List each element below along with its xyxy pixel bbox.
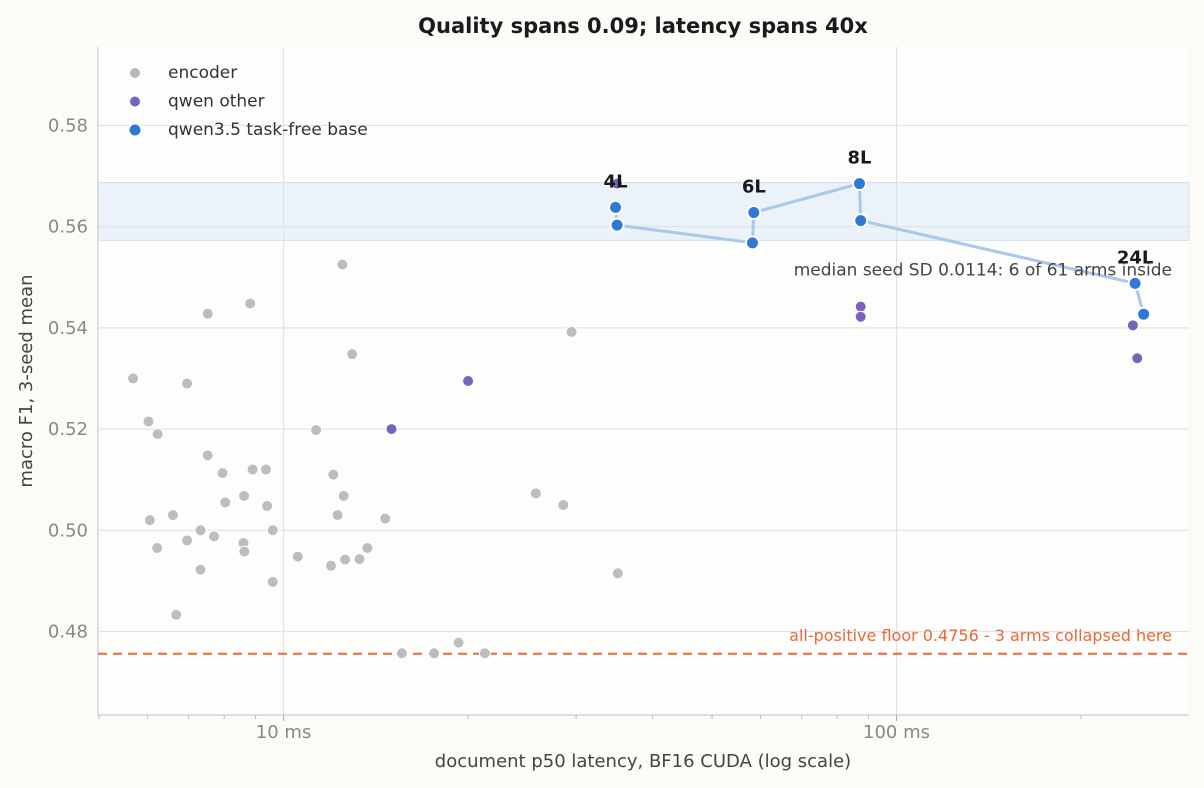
point-encoder	[325, 559, 338, 572]
point-encoder	[219, 496, 232, 509]
legend-marker	[129, 95, 141, 108]
point-encoder	[529, 487, 542, 500]
point-encoder	[266, 575, 279, 588]
y-tick-label: 0.50	[48, 520, 88, 541]
point-qwen-other	[385, 423, 398, 436]
grid	[98, 47, 1189, 715]
point-encoder	[194, 524, 207, 537]
layer-label: 8L	[847, 148, 871, 169]
point-encoder	[327, 468, 340, 481]
point-qwen-other	[1126, 319, 1139, 332]
y-tick-label: 0.56	[48, 217, 88, 238]
y-tick-label: 0.58	[48, 115, 88, 136]
annotations: median seed SD 0.0114: 6 of 61 arms insi…	[789, 260, 1172, 644]
axes: 0.48 0.50 0.52 0.54 0.56 0.58 10 ms 100 ms	[48, 47, 1189, 743]
point-encoder	[194, 563, 207, 576]
seed-band	[97, 182, 1190, 241]
point-encoder	[291, 550, 304, 563]
x-tick-label: 100 ms	[863, 722, 930, 743]
point-encoder	[170, 608, 183, 621]
point-qwen3-5-task-free-base	[609, 217, 625, 233]
layer-label: 4L	[604, 171, 628, 192]
point-encoder	[261, 499, 274, 512]
point-encoder	[395, 647, 408, 660]
point-encoder	[208, 530, 221, 543]
point-encoder	[142, 415, 155, 428]
point-encoder	[216, 467, 229, 480]
legend-entry: qwen3.5 task-free base	[168, 120, 368, 140]
point-encoder	[266, 524, 279, 537]
point-qwen3-5-task-free-base	[1127, 275, 1143, 291]
point-encoder	[238, 489, 251, 502]
point-qwen3-5-task-free-base	[853, 213, 869, 229]
point-qwen3-5-task-free-base	[608, 199, 624, 215]
seed-band-rect	[97, 182, 1190, 241]
point-encoder	[151, 428, 164, 441]
point-encoder	[143, 514, 156, 527]
layer-label: 24L	[1117, 247, 1154, 268]
point-qwen3-5-task-free-base	[1136, 306, 1152, 322]
y-tick-label: 0.48	[48, 622, 88, 643]
point-qwen3-5-task-free-base	[744, 235, 760, 251]
point-encoder	[151, 542, 164, 554]
point-encoder	[181, 377, 194, 390]
point-encoder	[611, 567, 624, 580]
point-encoder	[339, 553, 352, 566]
point-encoder	[244, 297, 257, 310]
point-encoder	[346, 348, 359, 361]
point-encoder	[379, 512, 392, 525]
point-encoder	[201, 449, 214, 462]
point-encoder	[557, 498, 570, 511]
points	[127, 176, 1152, 660]
legend-marker	[127, 122, 143, 138]
point-encoder	[201, 307, 214, 320]
point-encoder	[166, 509, 179, 522]
layer-labels: 4L 6L 8L 24L	[604, 148, 1154, 269]
base-path-line	[614, 182, 1146, 315]
point-encoder	[310, 424, 323, 437]
point-encoder	[452, 636, 465, 649]
point-qwen-other	[854, 310, 867, 323]
legend: encoder qwen other qwen3.5 task-free base	[127, 63, 368, 140]
y-axis-label: macro F1, 3-seed mean	[16, 274, 37, 487]
point-qwen3-5-task-free-base	[746, 204, 762, 220]
plot-area	[98, 47, 1189, 715]
base-path	[614, 182, 1146, 315]
floor-label: all-positive floor 0.4756 - 3 arms colla…	[789, 626, 1172, 645]
point-encoder	[331, 509, 344, 522]
point-encoder	[337, 489, 350, 502]
y-tick-label: 0.54	[48, 318, 88, 339]
layer-label: 6L	[742, 176, 766, 197]
point-encoder	[478, 647, 491, 660]
legend-entry: qwen other	[168, 92, 265, 112]
x-tick-label: 10 ms	[256, 722, 312, 743]
point-encoder	[259, 463, 272, 476]
point-encoder	[181, 534, 194, 547]
legend-marker	[129, 67, 141, 79]
point-encoder	[246, 463, 259, 476]
point-encoder	[428, 647, 441, 660]
y-tick-label: 0.52	[48, 419, 88, 440]
plot-background	[98, 47, 1189, 715]
chart-title: Quality spans 0.09; latency spans 40x	[418, 14, 868, 38]
x-axis-label: document p50 latency, BF16 CUDA (log sca…	[435, 751, 851, 772]
legend-entry: encoder	[168, 63, 237, 83]
point-encoder	[361, 542, 374, 554]
point-encoder	[238, 545, 251, 558]
point-encoder	[336, 258, 349, 271]
point-encoder	[565, 325, 578, 338]
seed-band-label: median seed SD 0.0114: 6 of 61 arms insi…	[794, 260, 1172, 280]
point-encoder	[353, 553, 366, 566]
point-qwen-other	[611, 177, 624, 190]
point-qwen-other	[1131, 352, 1144, 365]
point-qwen3-5-task-free-base	[851, 176, 867, 192]
point-qwen-other	[854, 300, 867, 313]
point-qwen-other	[462, 375, 475, 387]
point-encoder	[127, 372, 140, 385]
